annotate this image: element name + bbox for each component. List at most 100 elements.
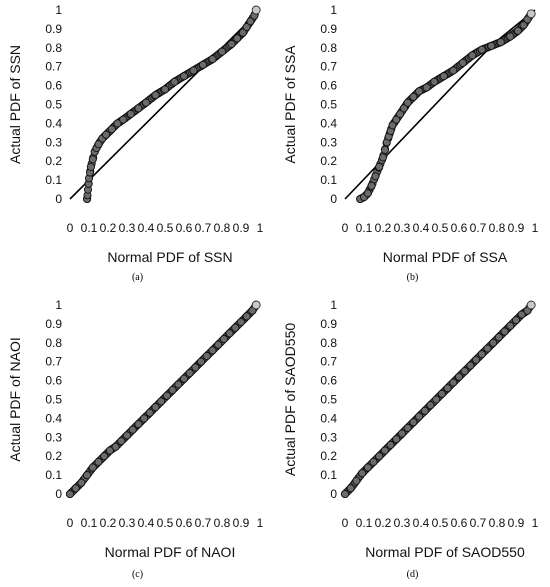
caption-c: (c) [131,569,144,580]
data-point [443,384,452,393]
data-point [397,429,407,438]
data-point [217,47,227,56]
chart-d: 00.10.20.30.40.50.60.70.80.910 0.1 0.2 0.3 0… [282,298,539,560]
data-point [415,412,424,421]
data-point [174,380,183,389]
y-tick-label: 0.9 [45,317,62,331]
data-points [83,5,261,204]
data-points [340,300,536,499]
y-tick-label: 0.4 [320,411,337,425]
data-point [363,463,372,472]
y-tick-label: 1 [330,298,337,312]
x-tick-label: 0.2 [375,221,392,235]
data-point [141,98,151,107]
x-tick-label: 0.2 [100,221,117,235]
y-tick-label: 1 [55,3,62,17]
y-tick-label: 0.1 [320,468,337,482]
data-point [197,357,206,366]
data-point [472,355,481,364]
chart-panel-b: 0 0.1 0.2 0.3 0.4 0.5 0.6 0.7 0.8 0.9 1 0 0.1 0.2 0.3 0… [275,0,550,292]
x-tick-label: 0.1 [356,516,373,530]
data-point [179,374,189,383]
x-tick-label: 0 [342,516,349,530]
data-point [208,346,217,355]
x-tick-label: 0.5 [157,516,174,530]
data-point [477,350,486,359]
y-tick-label: 0.5 [320,393,337,407]
data-point [214,340,223,349]
data-point [105,446,114,455]
x-tick-label: 0.5 [432,221,449,235]
data-point [458,58,467,67]
data-point [126,109,135,119]
y-tick-label: 0.6 [45,374,62,388]
data-point [449,378,458,387]
data-point [94,140,103,149]
data-point [500,327,509,336]
y-tick-label: 0.2 [45,154,62,168]
x-tick-label: 0.4 [138,516,155,530]
data-point [162,391,171,400]
reference-line [69,9,261,200]
data-point [426,401,435,410]
y-tick-label: 0.4 [320,116,337,130]
x-axis-title: Normal PDF of SSN [107,249,232,265]
data-point [145,408,154,417]
data-point [513,26,522,35]
caption-b: (b) [406,272,419,283]
y-tick-label: 0.6 [45,79,62,93]
x-tick-label: 1 [257,221,264,235]
data-point [526,9,536,19]
data-point [420,406,429,415]
data-point [185,368,194,378]
x-tick-label: 0.2 [375,516,392,530]
y-tick-label: 0.1 [45,173,62,187]
data-point [392,435,401,444]
data-point [160,85,170,94]
data-point [396,109,405,119]
data-point [189,66,198,75]
x-tick-label: 0.9 [508,516,525,530]
data-point [119,115,128,124]
x-tick-label: 0.6 [176,516,193,530]
y-tick-label: 0.5 [320,98,337,112]
data-point [88,155,97,164]
data-point [233,34,242,43]
data-point [432,395,441,404]
data-point [517,310,526,319]
data-point [83,471,92,480]
data-point [399,104,408,113]
y-tick-label: 0 [330,192,337,206]
data-point [140,414,149,423]
y-tick-label: 0.1 [320,173,337,187]
x-tick-label: 0.3 [394,516,411,530]
y-tick-label: 0.8 [45,41,62,55]
x-tick-label: 0.4 [138,221,155,235]
y-tick-label: 0.5 [45,98,62,112]
data-point [231,323,240,332]
x-tick-label: 0.3 [119,516,136,530]
x-tick-label: 0.9 [233,516,250,530]
y-tick-label: 1 [55,298,62,312]
data-point [511,316,521,325]
chart-panel-d: 0 0.1 0.2 0.3 0.4 0.5 0.6 0.7 0.8 0.9 1 0 0.1 0.2 0.3 0… [275,295,550,587]
data-point [494,333,503,342]
data-point [430,77,439,86]
data-point [238,28,247,37]
data-point [363,189,372,198]
data-point [358,469,367,478]
data-point [227,39,236,49]
x-tick-label: 0.7 [470,221,487,235]
data-point [251,5,261,15]
data-point [496,38,505,47]
data-point [380,145,389,154]
y-tick-label: 0.2 [320,154,337,168]
data-point [437,389,446,398]
y-tick-label: 0.2 [45,449,62,463]
data-point [102,130,111,139]
x-tick-label: 0.3 [119,221,136,235]
y-tick-label: 0.2 [320,449,337,463]
data-point [375,452,384,461]
chart-panel-a: 0 0.1 0.2 0.3 0.4 0.5 0.6 0.7 0.8 0.9 1 0 0.1 0.2 0.3 0… [0,0,275,292]
x-tick-label: 1 [532,221,539,235]
